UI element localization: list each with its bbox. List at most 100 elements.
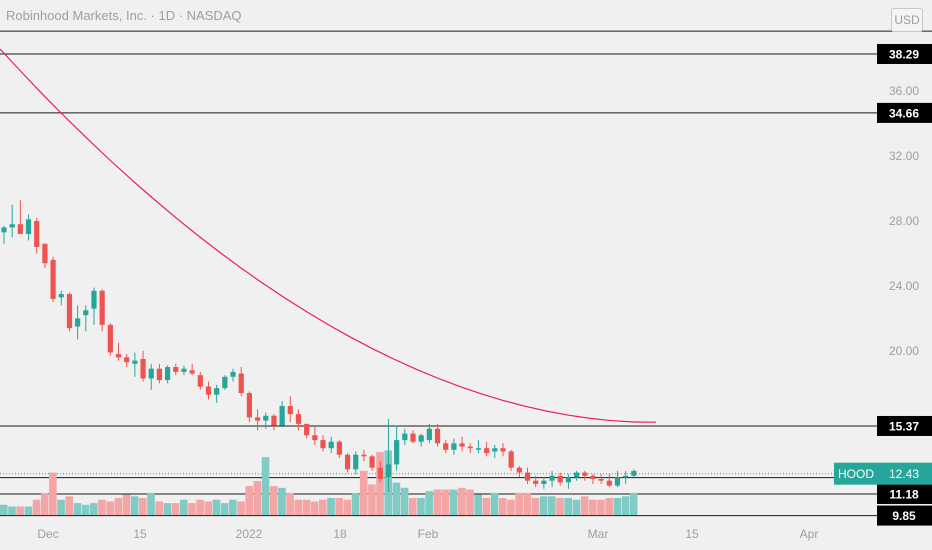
volume-bar (400, 487, 409, 515)
volume-bar (474, 494, 483, 515)
candle-body (58, 294, 64, 298)
volume-bar (441, 489, 450, 515)
candle-body (17, 224, 23, 234)
last-price-badge (877, 462, 932, 485)
candle-body (50, 259, 56, 299)
candle-body (214, 388, 220, 395)
time-tick-label: Feb (418, 527, 439, 541)
candle-body (434, 428, 441, 444)
volume-bar (220, 503, 229, 515)
volume-bar (188, 503, 196, 515)
volume-bar (392, 482, 401, 515)
last-price-label: 12.43 (889, 467, 919, 481)
time-tick-label: Dec (37, 527, 58, 541)
candle-body (590, 475, 596, 480)
candle-body (484, 448, 490, 454)
candle-body (361, 454, 367, 457)
candle-body (238, 373, 244, 394)
volume-bar (155, 501, 164, 515)
candle-body (148, 368, 154, 379)
candle-body (124, 357, 130, 363)
volume-bar (425, 491, 433, 515)
candle-body (83, 310, 89, 316)
price-tick-label: 20.00 (889, 344, 919, 358)
volume-bar (556, 498, 564, 515)
level-badge (877, 505, 932, 526)
volume-bar (0, 504, 8, 515)
level-badge (877, 483, 932, 504)
volume-bar (8, 506, 16, 515)
time-tick-label: 15 (685, 527, 699, 541)
candle-body (443, 443, 449, 450)
volume-bar (57, 499, 65, 515)
volume-bar (458, 487, 466, 515)
candle-body (418, 435, 424, 442)
volume-bar (286, 492, 294, 515)
candle-body (336, 441, 342, 455)
candle-body (279, 406, 285, 426)
volume-bar (327, 498, 335, 515)
volume-bar (24, 506, 33, 515)
time-tick-label: Mar (588, 527, 609, 541)
candle-body (230, 371, 236, 377)
level-badge (877, 43, 932, 64)
volume-bar (179, 499, 188, 515)
volume-bar (417, 498, 425, 515)
candle-body (394, 440, 400, 465)
volume-bar (466, 489, 474, 515)
candle-body (91, 290, 97, 309)
candle-body (295, 414, 302, 424)
candle-body (1, 227, 7, 233)
volume-bar (106, 501, 114, 515)
level-badge-label: 15.37 (889, 419, 919, 433)
candle-body (205, 386, 212, 395)
candle-body (574, 472, 580, 478)
volume-bar (114, 498, 123, 515)
currency-button[interactable]: USD (891, 8, 923, 32)
volume-bar (539, 496, 548, 515)
candle-body (115, 354, 122, 358)
volume-bar (482, 498, 491, 515)
volume-bar (621, 496, 630, 515)
time-tick-label: Apr (800, 527, 819, 541)
candle-body (287, 406, 293, 415)
symbol-tag-label: HOOD (838, 467, 874, 481)
volume-bar (65, 496, 74, 515)
price-tick-label: 36.00 (889, 84, 919, 98)
volume-bar (196, 499, 204, 515)
candle-body (25, 219, 32, 234)
candle-body (271, 415, 277, 426)
volume-bar (73, 503, 82, 515)
time-axis: Dec 15 2022 18 Feb Mar 15 Apr (37, 527, 818, 541)
volume-bar (237, 501, 245, 515)
candle-body (565, 477, 572, 483)
volume-bar (343, 499, 352, 515)
price-tick-label: 24.00 (889, 279, 919, 293)
time-tick-label: 18 (333, 527, 347, 541)
volume-bar (294, 499, 303, 515)
candle-body (549, 475, 555, 481)
volume-bar (629, 492, 638, 515)
volume-bar (490, 492, 499, 515)
volume-bar (531, 498, 540, 515)
candle-body (533, 480, 539, 484)
candle-body (254, 417, 261, 421)
volume-bar (16, 506, 24, 515)
candle-body (66, 294, 73, 329)
volume-bar (498, 498, 507, 515)
volume-bar (409, 498, 417, 515)
candle-body (173, 367, 179, 372)
volume-bar (335, 498, 343, 515)
volume-bar (572, 499, 581, 515)
volume-bar (122, 494, 131, 515)
candle-body (541, 480, 547, 484)
candle-body (140, 358, 146, 379)
candle-body (459, 443, 465, 447)
candle-body (9, 224, 15, 228)
volume-bar (613, 498, 622, 515)
time-tick-label: 2022 (236, 527, 263, 541)
volume-bar (433, 489, 442, 515)
candle-body (34, 220, 40, 247)
level-badge-label: 34.66 (889, 106, 919, 120)
